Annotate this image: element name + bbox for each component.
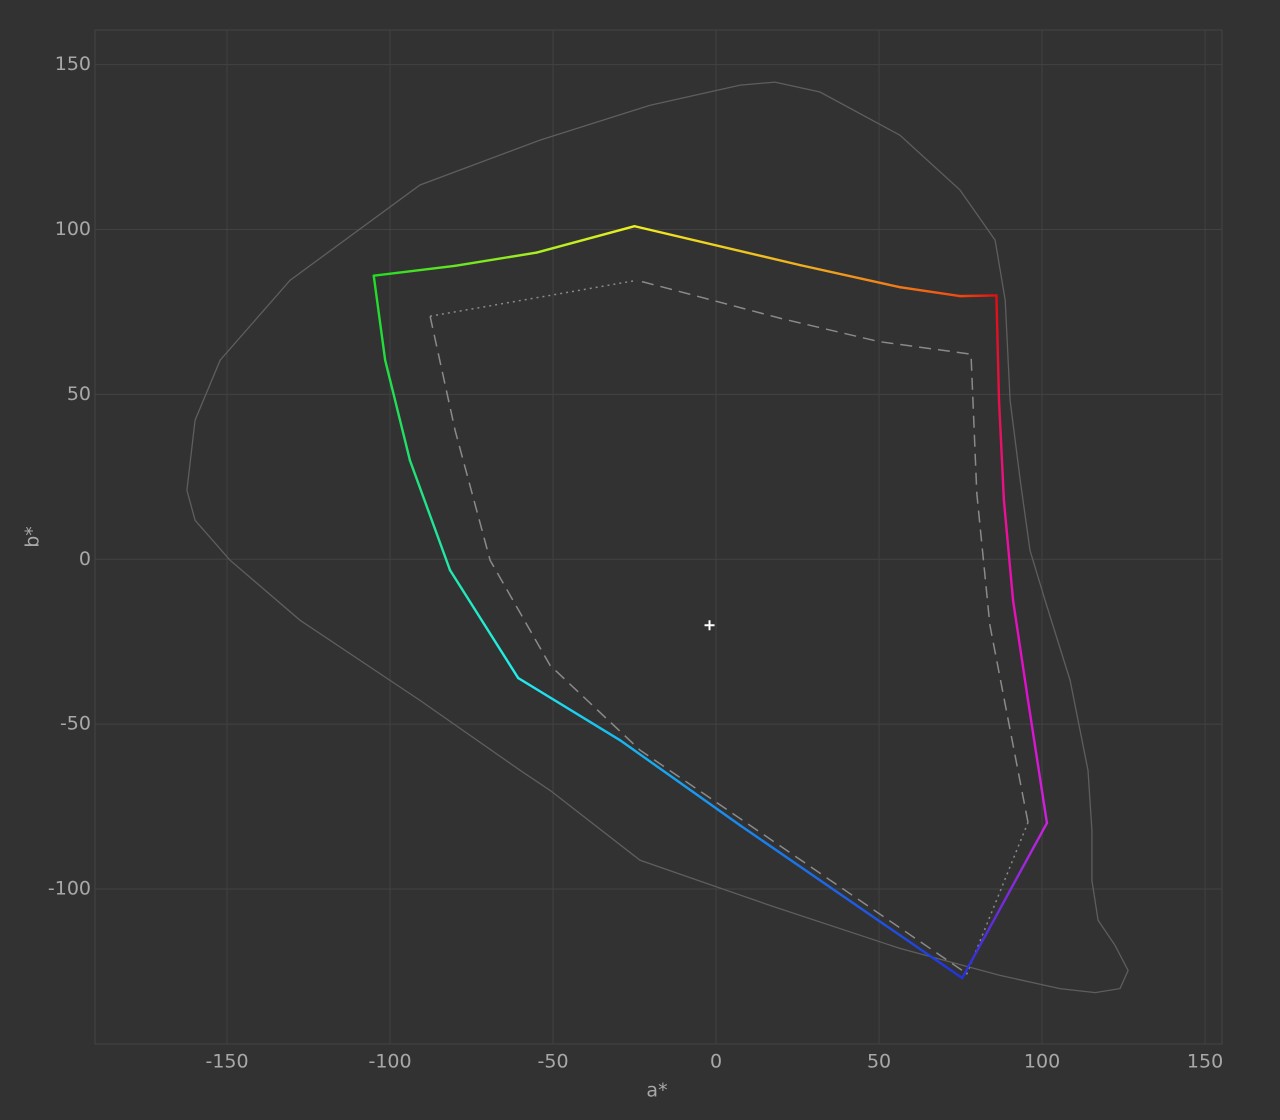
gamut-segment [383,358,412,462]
gamut-segment [997,399,1006,502]
gamut-segment [633,225,802,267]
y-axis-label: b* [22,526,44,548]
gamut-segment [898,286,962,298]
x-tick-label: 50 [867,1051,891,1073]
y-tick-label: 0 [79,548,91,570]
gamut-line [429,279,1029,974]
gamut-segment [995,294,1001,402]
y-tick-label: 50 [67,383,91,405]
white-point [704,620,715,631]
gamut-segment [408,459,452,572]
gamut-segment [448,568,520,680]
x-tick-label: 100 [1024,1051,1060,1073]
gamut-line [186,81,1129,994]
y-tick-label: -100 [48,878,91,900]
y-tick-label: -50 [60,713,91,735]
x-tick-label: 150 [1187,1051,1223,1073]
gamut-segment [1026,699,1049,825]
x-tick-label: -100 [368,1051,411,1073]
gamut-segment [372,264,457,277]
x-axis-label: a* [646,1080,667,1102]
gamut-segment [372,274,387,362]
gamut-segment [1011,598,1030,702]
gamut-segment [958,294,998,298]
gamut-segment [618,739,742,827]
gamut-segment [960,821,1049,980]
x-tick-label: -50 [538,1051,569,1073]
gamut-segment [798,263,902,289]
gamut-segment [1002,499,1015,602]
x-tick-label: 0 [710,1051,722,1073]
gamut-segment [516,676,622,742]
gamut-segment [535,225,636,254]
x-tick-label: -150 [205,1051,248,1073]
plot-area [94,29,1223,1045]
y-tick-label: 150 [55,53,91,75]
y-tick-label: 100 [55,218,91,240]
gamut-segment [454,251,538,267]
gamut-segment [738,824,964,980]
